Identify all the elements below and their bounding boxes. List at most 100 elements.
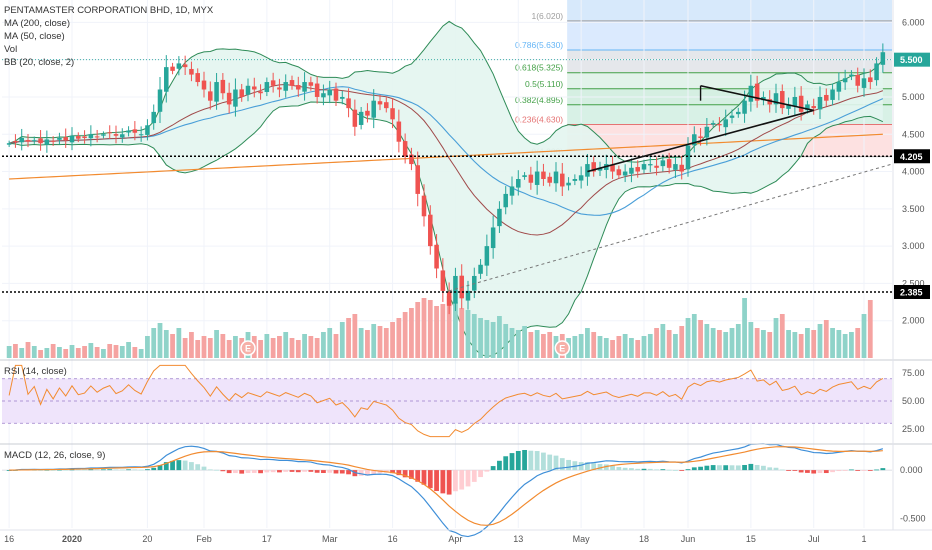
volume-bar [855, 328, 861, 358]
candle-body [151, 111, 156, 124]
candle-body [421, 195, 427, 217]
macd-histogram-bar [415, 470, 421, 482]
volume-bar [6, 346, 12, 358]
macd-histogram-bar [289, 470, 295, 472]
candle-body [252, 86, 257, 90]
time-tick-label: May [573, 534, 591, 544]
candle-body [25, 140, 31, 142]
candle-body [622, 171, 628, 176]
volume-bar [396, 318, 402, 358]
volume-bar [729, 328, 735, 358]
volume-bar [842, 334, 848, 358]
candle-body [704, 126, 710, 138]
volume-bar [779, 314, 785, 358]
volume-bar [415, 302, 421, 358]
volume-bar [698, 320, 703, 358]
rsi-tick-label: 75.00 [902, 368, 925, 378]
price-label-box [894, 52, 930, 67]
candle-body [88, 134, 94, 139]
volume-bar [289, 338, 295, 358]
candle-body [226, 92, 232, 105]
macd-histogram-bar [522, 449, 527, 471]
volume-bar [25, 342, 31, 358]
macd-histogram-bar [434, 470, 439, 492]
time-tick-label: 15 [746, 534, 756, 544]
macd-histogram-bar [830, 470, 835, 473]
candle-body [874, 63, 879, 81]
rsi-tick-label: 50.00 [902, 396, 925, 406]
macd-histogram-bar [647, 468, 653, 471]
candle-body [654, 165, 659, 168]
candle-body [597, 167, 603, 171]
candle-body [384, 102, 389, 109]
volume-bar [258, 340, 263, 358]
candle-body [264, 82, 270, 92]
macd-histogram-bar [465, 470, 471, 487]
macd-histogram-bar [566, 459, 571, 471]
candle-body [673, 164, 678, 170]
candle-body [283, 82, 288, 91]
candle-body [541, 171, 546, 179]
macd-histogram-bar [710, 465, 716, 471]
macd-histogram-bar [616, 467, 622, 471]
volume-bar [13, 344, 18, 358]
volume-bar [207, 338, 213, 358]
candle-body [830, 89, 835, 100]
volume-bar [440, 304, 446, 358]
volume-bar [629, 338, 634, 358]
candle-body [805, 104, 810, 111]
fib-label: 0.786(5.630) [515, 40, 563, 50]
volume-bar [270, 338, 276, 358]
ma50-line [9, 86, 884, 216]
candle-body [314, 83, 320, 97]
volume-bar [151, 328, 157, 358]
volume-bar [377, 326, 383, 358]
candle-body [365, 110, 370, 116]
macd-histogram-bar [666, 469, 672, 471]
earnings-marker-circle[interactable] [240, 340, 256, 356]
macd-histogram-bar [673, 469, 678, 471]
fib-zone-top [567, 0, 892, 21]
candle-body [855, 74, 860, 86]
volume-bar [233, 336, 238, 358]
earnings-marker: E [554, 340, 571, 356]
volume-bar [742, 298, 747, 358]
volume-bar [182, 338, 188, 358]
macd-legend: MACD (12, 26, close, 9) [4, 450, 106, 461]
macd-histogram-bar [239, 470, 245, 474]
rsi-line [8, 364, 884, 438]
macd-histogram-bar [327, 470, 333, 473]
volume-bar [522, 326, 527, 358]
volume-bar [302, 334, 307, 358]
candle-body [572, 179, 578, 181]
macd-histogram-bar [333, 470, 339, 474]
candle-body [792, 96, 798, 107]
candle-body [176, 63, 182, 69]
volume-bar [327, 328, 333, 358]
volume-bar [427, 300, 433, 358]
volume-bar [189, 332, 194, 358]
volume-bar [704, 324, 710, 358]
volume-bar [214, 330, 219, 358]
macd-histogram-bar [603, 464, 609, 471]
volume-bar [830, 328, 835, 358]
macd-histogram-bar [635, 468, 641, 471]
macd-histogram-bar [226, 470, 232, 474]
macd-histogram-bar [245, 470, 251, 474]
volume-bar [754, 328, 760, 358]
price-label-text: 5.500 [900, 55, 923, 65]
volume-bar [352, 314, 358, 358]
volume-bar [585, 328, 590, 358]
macd-signal-line [9, 446, 883, 526]
candle-body [82, 136, 87, 138]
volume-bar [635, 340, 641, 358]
earnings-marker-circle[interactable] [554, 340, 571, 356]
volume-bar [666, 330, 672, 358]
candle-body [824, 94, 829, 101]
macd-histogram-bar [880, 468, 886, 471]
volume-bar [465, 310, 471, 358]
candle-body [13, 140, 18, 142]
candle-body [698, 136, 703, 138]
macd-histogram-bar [402, 470, 408, 478]
